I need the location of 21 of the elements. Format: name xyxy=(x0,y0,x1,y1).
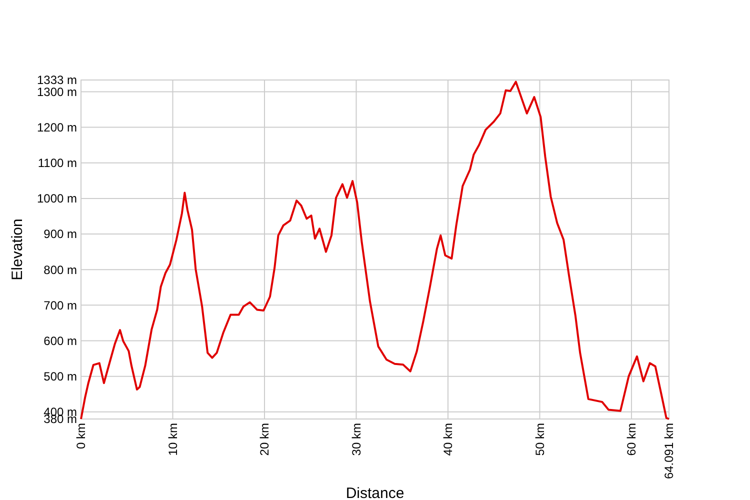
y-tick-label: 900 m xyxy=(44,227,77,242)
y-tick-label: 1000 m xyxy=(36,192,77,206)
x-axis-title: Distance xyxy=(346,485,404,500)
x-tick-label: 40 km xyxy=(441,423,456,456)
x-tick-label: 30 km xyxy=(349,423,364,456)
y-tick-label: 500 m xyxy=(44,370,77,384)
x-tick-label: 60 km xyxy=(624,423,639,456)
x-tick-label: 64.091 km xyxy=(662,423,676,480)
y-tick-label: 600 m xyxy=(44,334,77,348)
x-tick-label: 0 km xyxy=(74,423,88,450)
y-tick-label: 800 m xyxy=(44,262,77,277)
y-axis-title: Elevation xyxy=(9,218,26,280)
y-tick-label: 700 m xyxy=(44,298,77,312)
y-tick-label: 1333 m xyxy=(36,73,77,88)
y-tick-label: 1200 m xyxy=(36,120,77,135)
y-tick-label: 1300 m xyxy=(36,84,77,99)
x-tick-label: 10 km xyxy=(166,423,180,456)
x-tick-label: 50 km xyxy=(532,423,547,456)
x-tick-label: 20 km xyxy=(258,423,272,456)
line-series xyxy=(80,80,670,420)
y-tick-label: 1100 m xyxy=(38,156,77,170)
